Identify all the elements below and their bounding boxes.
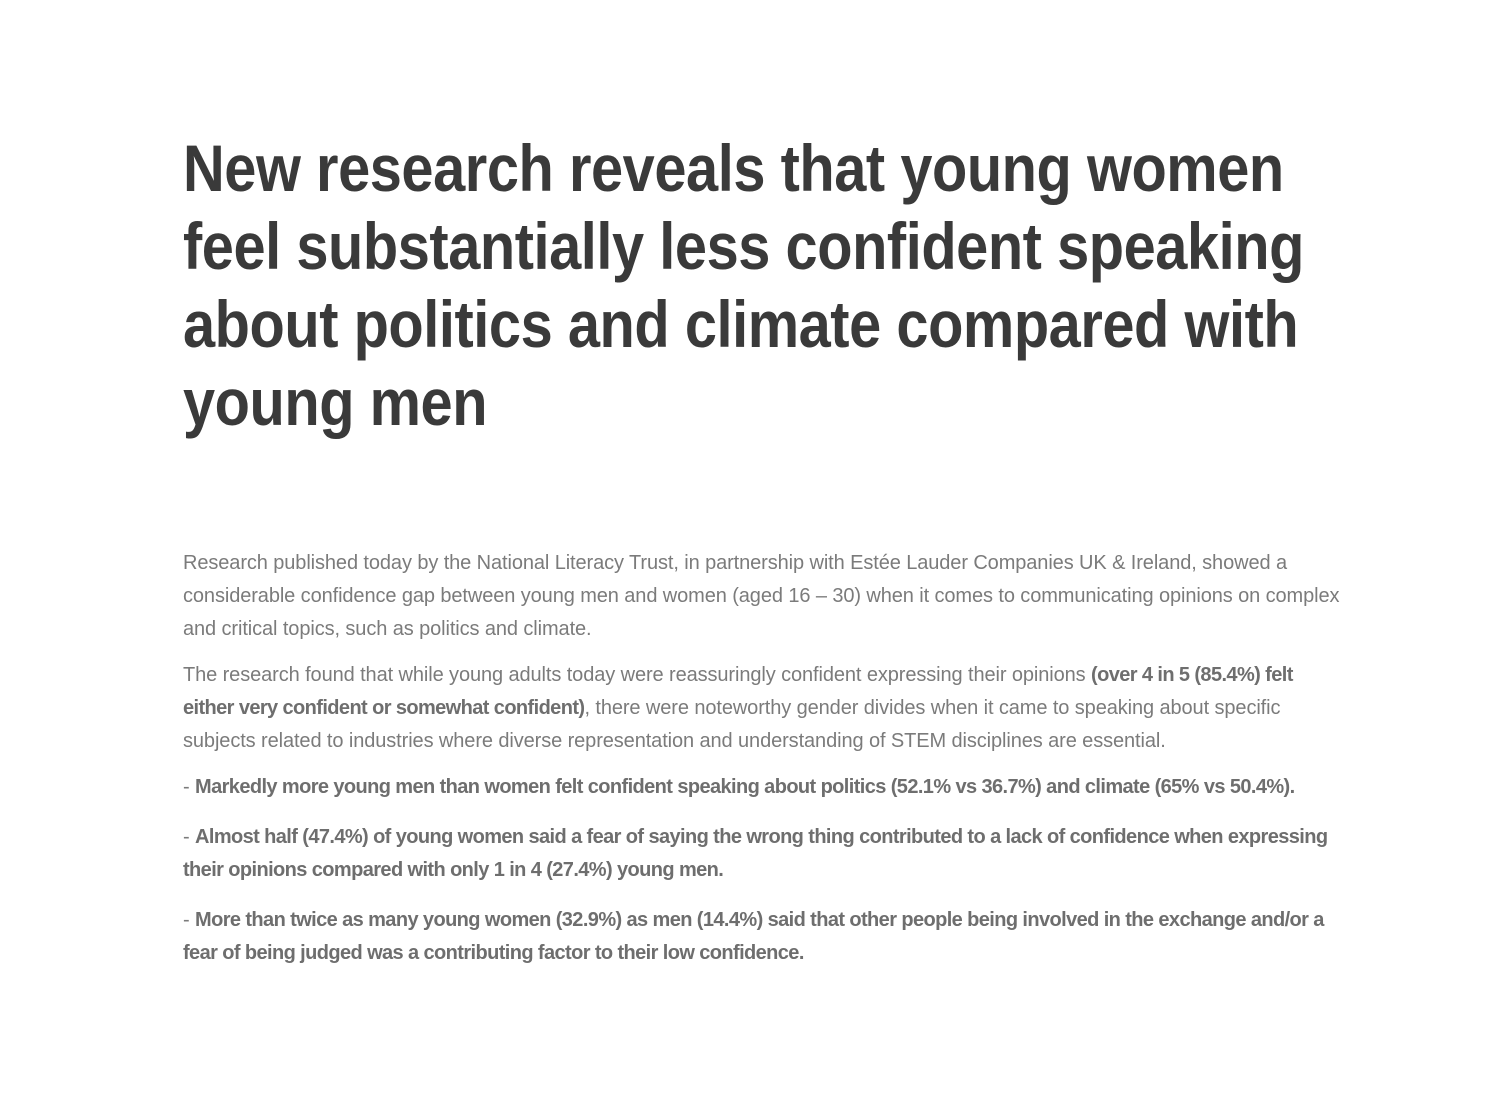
headline-line-1: New research reveals that young women bbox=[183, 131, 1284, 205]
bullet-fear-wrong-thing: - Almost half (47.4%) of young women sai… bbox=[183, 821, 1345, 887]
bullet-dash: - bbox=[183, 909, 196, 931]
findings-paragraph: The research found that while young adul… bbox=[183, 659, 1345, 758]
article-body: Research published today by the National… bbox=[183, 547, 1345, 970]
bullet-dash: - bbox=[183, 826, 196, 848]
intro-paragraph: Research published today by the National… bbox=[183, 552, 1340, 640]
bullet-fear-of-judgement-text: More than twice as many young women (32.… bbox=[183, 909, 1324, 964]
findings-text-after: , there were noteworthy gender divides w… bbox=[183, 697, 1281, 752]
findings-bold-statistic: (over 4 in 5 (85.4%) felt either very co… bbox=[183, 664, 1293, 719]
headline-line-2: feel substantially less confident speaki… bbox=[183, 209, 1304, 283]
bullet-politics-climate-text: Markedly more young men than women felt … bbox=[195, 776, 1295, 798]
headline-line-3: about politics and climate compared with bbox=[183, 287, 1299, 361]
bullet-fear-wrong-thing-text: Almost half (47.4%) of young women said … bbox=[183, 826, 1328, 881]
headline-line-4: young men bbox=[183, 365, 488, 439]
article-headline: New research reveals that young women fe… bbox=[183, 129, 1342, 441]
bullet-dash: - bbox=[183, 776, 196, 798]
bullet-fear-of-judgement: - More than twice as many young women (3… bbox=[183, 904, 1345, 970]
findings-text-before: The research found that while young adul… bbox=[183, 664, 1092, 686]
bullet-politics-climate: - Markedly more young men than women fel… bbox=[183, 771, 1345, 804]
